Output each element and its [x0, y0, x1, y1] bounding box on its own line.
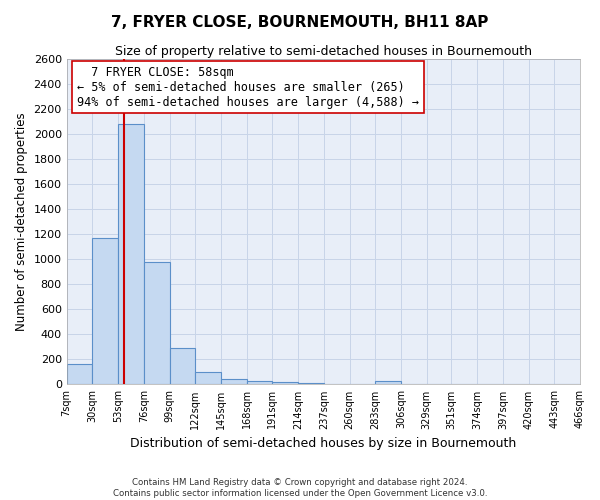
X-axis label: Distribution of semi-detached houses by size in Bournemouth: Distribution of semi-detached houses by …	[130, 437, 517, 450]
Text: Contains HM Land Registry data © Crown copyright and database right 2024.
Contai: Contains HM Land Registry data © Crown c…	[113, 478, 487, 498]
Bar	[221, 379, 247, 384]
Bar	[376, 380, 401, 384]
Text: 7, FRYER CLOSE, BOURNEMOUTH, BH11 8AP: 7, FRYER CLOSE, BOURNEMOUTH, BH11 8AP	[112, 15, 488, 30]
Bar	[195, 372, 221, 384]
Text: 7 FRYER CLOSE: 58sqm
← 5% of semi-detached houses are smaller (265)
94% of semi-: 7 FRYER CLOSE: 58sqm ← 5% of semi-detach…	[77, 66, 419, 108]
Y-axis label: Number of semi-detached properties: Number of semi-detached properties	[15, 112, 28, 331]
Bar	[92, 238, 118, 384]
Bar	[118, 124, 144, 384]
Bar	[144, 262, 170, 384]
Bar	[298, 383, 324, 384]
Bar	[170, 348, 195, 385]
Bar	[67, 364, 92, 384]
Bar	[272, 382, 298, 384]
Title: Size of property relative to semi-detached houses in Bournemouth: Size of property relative to semi-detach…	[115, 45, 532, 58]
Bar	[247, 380, 272, 384]
